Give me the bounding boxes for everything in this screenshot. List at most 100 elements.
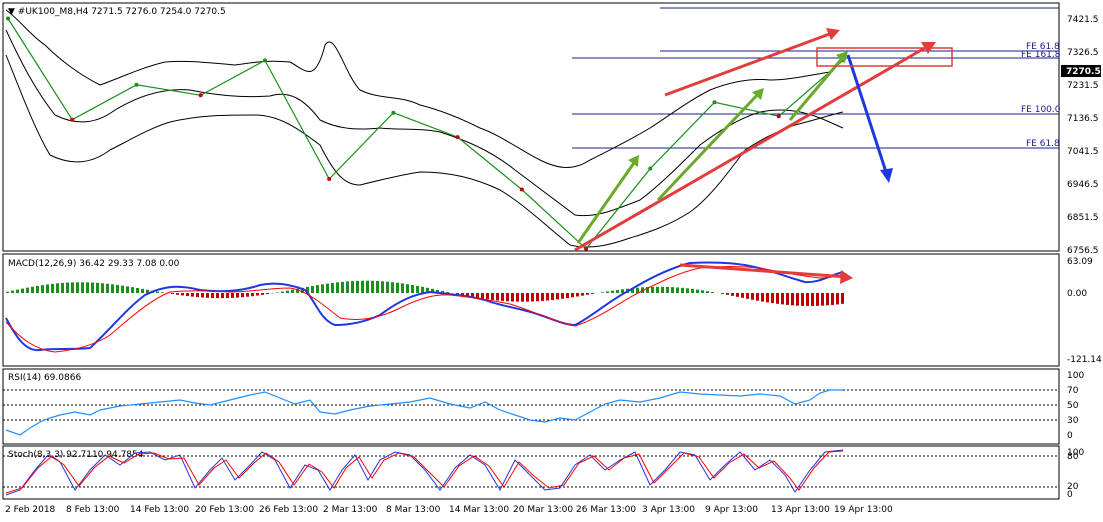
macd-bar	[346, 281, 349, 293]
macd-bar	[461, 293, 464, 296]
macd-bar	[831, 293, 834, 305]
macd-bar	[511, 293, 514, 302]
macd-bar	[566, 293, 569, 299]
stoch-d-line	[5, 450, 844, 494]
macd-bar	[726, 293, 729, 295]
macd-bar	[91, 282, 94, 293]
price-point	[6, 16, 10, 21]
macd-bar	[261, 293, 264, 295]
macd-bar	[781, 293, 784, 305]
macd-bar	[466, 293, 469, 297]
x-tick: 19 Apr 13:00	[834, 505, 893, 515]
main-tick: 6946.5	[1067, 180, 1099, 190]
macd-bar	[661, 286, 664, 293]
macd-bar	[571, 293, 574, 298]
macd-bar	[301, 287, 304, 293]
macd-bar	[256, 293, 259, 296]
macd-bar	[486, 293, 489, 300]
price-point	[776, 114, 781, 119]
macd-bar	[316, 285, 319, 293]
macd-bar	[31, 286, 34, 293]
rsi-tick: 0	[1067, 431, 1073, 441]
symbol-header: ▼ #UK100_M8,H4 7271.5 7276.0 7254.0 7270…	[8, 7, 226, 17]
macd-label: MACD(12,26,9) 36.42 29.33 7.08 0.00	[8, 259, 180, 269]
macd-bar	[81, 282, 84, 293]
green-arrowhead	[836, 51, 848, 63]
x-tick: 8 Feb 13:00	[66, 505, 120, 515]
macd-bar	[561, 293, 564, 299]
macd-bar	[631, 288, 634, 293]
macd-bar	[836, 293, 839, 305]
macd-bar	[296, 288, 299, 293]
macd-bar	[11, 290, 14, 293]
macd-bar	[36, 285, 39, 293]
macd-bar	[146, 289, 149, 293]
macd-bar	[711, 291, 714, 293]
macd-bar	[216, 293, 219, 299]
macd-bar	[421, 286, 424, 293]
bollinger-lower	[5, 54, 844, 248]
price-point	[327, 177, 332, 182]
macd-bar	[266, 293, 269, 295]
red-trendline-lower	[574, 43, 931, 252]
rsi-panel	[2, 368, 1060, 445]
macd-bar	[541, 293, 544, 301]
stoch-panel	[2, 445, 1060, 500]
macd-bar	[446, 291, 449, 293]
macd-bar	[746, 293, 749, 299]
macd-bar	[386, 281, 389, 293]
price-point	[648, 166, 653, 171]
x-tick: 2 Feb 2018	[5, 505, 56, 515]
macd-bar	[576, 293, 579, 297]
macd-bar	[281, 291, 284, 293]
macd-bar	[731, 293, 734, 296]
macd-bar	[41, 285, 44, 293]
macd-bar	[501, 293, 504, 301]
rsi-tick: 50	[1067, 401, 1079, 411]
macd-bar	[786, 293, 789, 305]
price-point	[519, 187, 524, 192]
current-price-label: 7270.5	[1066, 67, 1101, 77]
macd-bar	[131, 287, 134, 293]
red-arrowhead	[826, 28, 840, 40]
macd-bar	[336, 282, 339, 293]
macd-bar	[171, 293, 174, 294]
macd-bar	[356, 280, 359, 293]
macd-bar	[276, 292, 279, 293]
main-tick: 7326.5	[1067, 48, 1099, 58]
macd-bar	[606, 291, 609, 293]
macd-bar	[721, 293, 724, 294]
macd-bar	[376, 280, 379, 293]
macd-bar	[636, 287, 639, 293]
macd-histogram	[6, 280, 844, 306]
x-tick: 8 Mar 13:00	[386, 505, 441, 515]
macd-bar	[431, 288, 434, 293]
macd-bar	[816, 293, 819, 306]
macd-bar	[586, 293, 589, 295]
x-tick: 13 Apr 13:00	[771, 505, 830, 515]
macd-bar	[591, 293, 594, 294]
macd-bar	[221, 293, 224, 299]
macd-bar	[751, 293, 754, 300]
macd-bar	[416, 285, 419, 293]
macd-bar	[396, 282, 399, 293]
price-point	[712, 100, 717, 105]
price-point	[134, 82, 139, 87]
macd-bar	[306, 286, 309, 293]
rsi-line	[5, 389, 843, 436]
macd-bar	[521, 293, 524, 302]
macd-bar	[666, 286, 669, 293]
macd-bar	[806, 293, 809, 306]
macd-bar	[426, 287, 429, 293]
macd-bar	[326, 283, 329, 293]
macd-bar	[6, 291, 9, 293]
x-tick: 26 Mar 13:00	[576, 505, 636, 515]
green-arrow	[656, 90, 762, 202]
main-y-axis: 7421.5 7326.5 7231.5 7136.5 7041.5 6946.…	[1067, 15, 1099, 256]
green-arrowhead	[752, 88, 764, 100]
macd-bar	[766, 293, 769, 303]
macd-bar	[341, 281, 344, 293]
macd-bar	[121, 285, 124, 293]
x-tick: 14 Mar 13:00	[449, 505, 509, 515]
macd-bar	[101, 283, 104, 293]
